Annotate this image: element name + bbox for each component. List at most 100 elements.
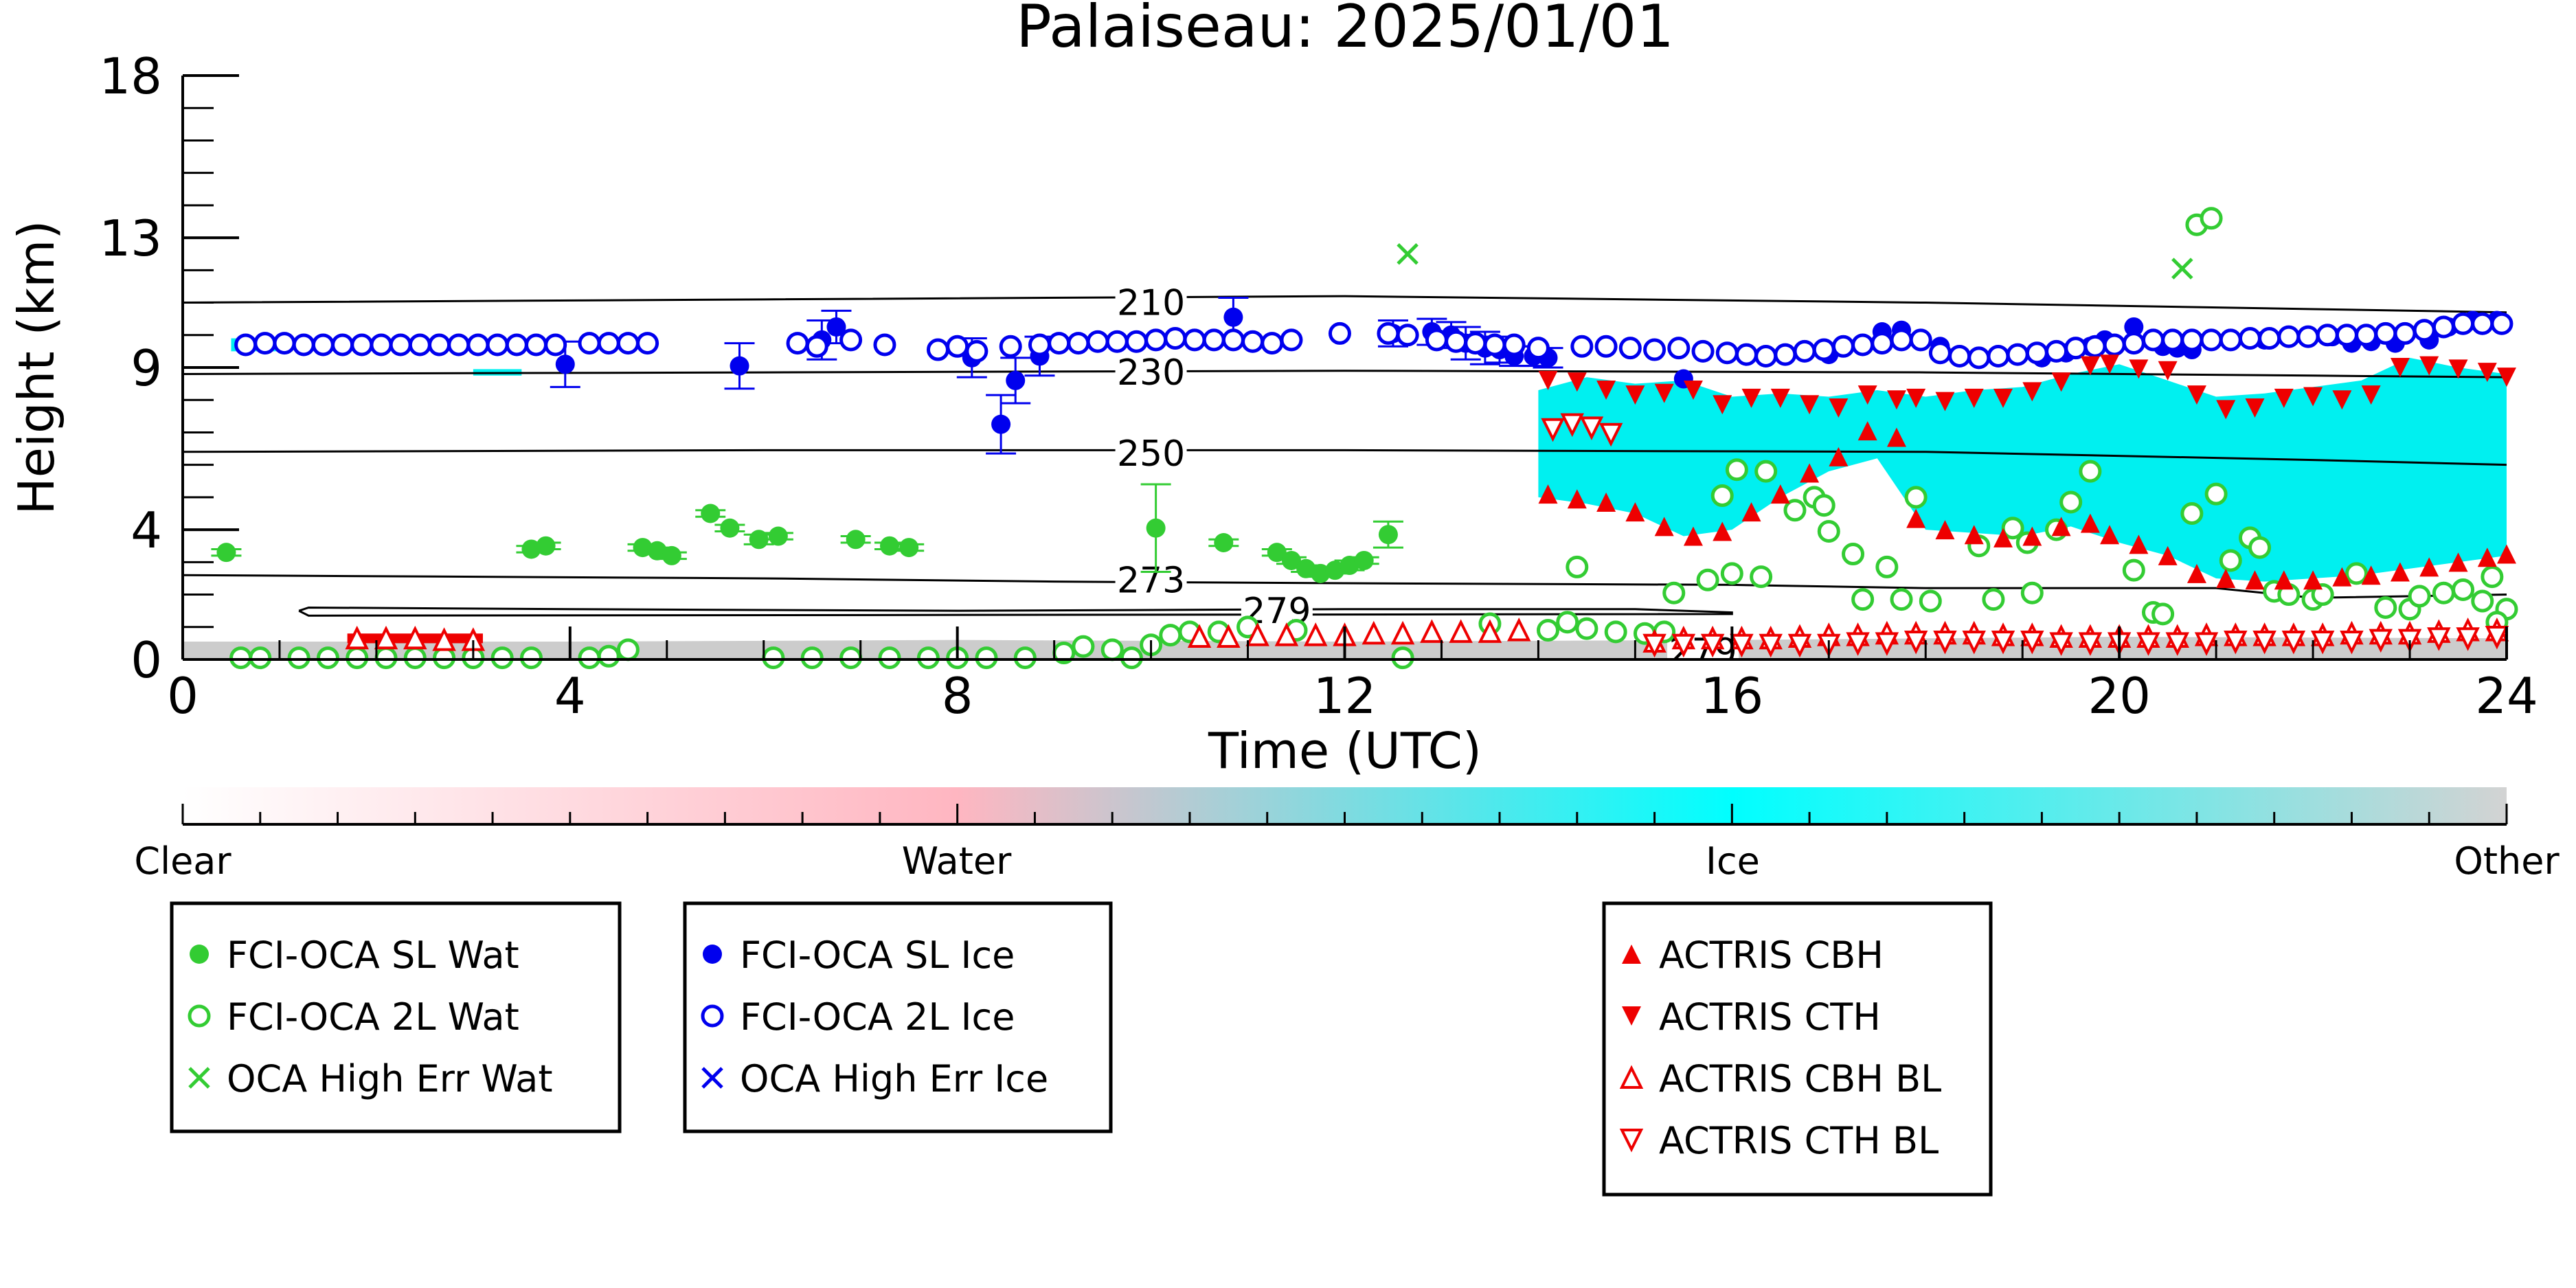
legend-marker-oca-high-err-ice bbox=[701, 1067, 723, 1089]
data-point bbox=[2171, 258, 2193, 280]
data-point bbox=[2245, 398, 2265, 418]
legend-box-2: FCI-OCA SL Ice FCI-OCA 2L Ice OCA High Err… bbox=[683, 901, 1113, 1133]
data-point bbox=[2303, 387, 2323, 407]
data-point bbox=[1183, 328, 1206, 352]
data-point bbox=[2497, 368, 2516, 387]
data-point bbox=[316, 646, 339, 670]
data-point bbox=[2274, 388, 2294, 408]
data-point bbox=[1159, 624, 1182, 647]
data-point bbox=[2296, 325, 2320, 348]
data-point bbox=[1691, 339, 1715, 363]
data-point bbox=[2477, 363, 2497, 383]
data-point bbox=[1890, 588, 1913, 611]
data-point bbox=[1683, 526, 1703, 546]
data-point bbox=[2303, 570, 2323, 590]
data-point bbox=[1086, 330, 1109, 353]
data-point bbox=[2477, 547, 2497, 567]
data-point bbox=[1935, 520, 1955, 540]
colorbar-label-clear: Clear bbox=[134, 839, 231, 883]
data-point bbox=[1241, 330, 1265, 353]
data-point bbox=[1671, 633, 1696, 658]
data-point bbox=[2369, 629, 2393, 653]
data-point bbox=[2051, 517, 2071, 536]
data-point bbox=[1851, 588, 1875, 611]
data-point bbox=[1598, 422, 1623, 447]
data-point bbox=[1048, 332, 1071, 355]
legend-marker-fci-oca-2l-ice bbox=[701, 1004, 724, 1028]
legend-box-1: FCI-OCA SL Wat FCI-OCA 2L Wat OCA High Err… bbox=[170, 901, 622, 1133]
data-point bbox=[1725, 458, 1748, 482]
data-point bbox=[1857, 421, 1877, 441]
contour-label-273: 273 bbox=[1117, 560, 1185, 601]
data-point bbox=[1483, 333, 1506, 357]
data-point bbox=[2448, 359, 2468, 379]
data-point bbox=[1800, 395, 1820, 415]
data-point bbox=[1146, 518, 1166, 538]
data-point bbox=[1072, 635, 1095, 658]
data-point bbox=[1871, 332, 1894, 355]
data-point bbox=[2413, 319, 2436, 342]
data-point bbox=[1654, 383, 1674, 403]
data-point bbox=[1933, 631, 1957, 655]
legend-label-oca-high-err-wat: OCA High Err Wat bbox=[227, 1057, 553, 1100]
data-point bbox=[1812, 494, 1835, 517]
contour-label-bg bbox=[1115, 436, 1187, 472]
data-point bbox=[1378, 525, 1398, 545]
data-point bbox=[2020, 581, 2044, 605]
data-point bbox=[1281, 550, 1301, 570]
data-point bbox=[2122, 332, 2145, 355]
data-point bbox=[2136, 632, 2160, 656]
data-point bbox=[1683, 381, 1703, 400]
data-point bbox=[2427, 627, 2451, 651]
data-point bbox=[1362, 620, 1386, 645]
data-point bbox=[2187, 385, 2206, 405]
data-point bbox=[1741, 502, 1761, 522]
data-point bbox=[2080, 356, 2100, 376]
data-point bbox=[839, 328, 863, 352]
data-point bbox=[616, 638, 640, 662]
data-point bbox=[2158, 545, 2178, 565]
data-point bbox=[1842, 543, 1865, 566]
data-point bbox=[521, 539, 541, 559]
legend-marker-fci-oca-2l-wat bbox=[188, 1004, 211, 1028]
data-point bbox=[2390, 358, 2410, 377]
data-point bbox=[2393, 321, 2417, 345]
data-point bbox=[839, 646, 863, 670]
data-point bbox=[873, 333, 896, 357]
data-point bbox=[490, 646, 514, 670]
data-point bbox=[432, 627, 456, 651]
data-point bbox=[1774, 343, 1797, 366]
legend-marker-fci-oca-sl-wat bbox=[190, 945, 209, 964]
data-point bbox=[2485, 625, 2509, 650]
data-point bbox=[331, 333, 354, 357]
data-point bbox=[1713, 521, 1732, 541]
data-point bbox=[899, 538, 919, 558]
data-point bbox=[2080, 513, 2100, 533]
y-tick-label: 18 bbox=[99, 47, 162, 105]
data-point bbox=[2277, 325, 2301, 348]
data-point bbox=[749, 530, 769, 550]
data-point bbox=[1570, 335, 1594, 358]
data-series bbox=[211, 207, 2518, 670]
data-point bbox=[2281, 631, 2306, 655]
data-point bbox=[2103, 333, 2126, 357]
legend-label-fci-oca-sl-wat: FCI-OCA SL Wat bbox=[227, 934, 519, 977]
data-point bbox=[1502, 333, 1526, 357]
data-point bbox=[1735, 343, 1758, 366]
data-point bbox=[287, 646, 310, 670]
data-point bbox=[1962, 631, 1986, 655]
data-point bbox=[519, 646, 543, 670]
data-point bbox=[2083, 335, 2107, 358]
data-point bbox=[1100, 638, 1124, 662]
contour-label-bg bbox=[1115, 562, 1187, 598]
data-point bbox=[2194, 632, 2219, 656]
data-point bbox=[2216, 400, 2236, 420]
data-point bbox=[1579, 416, 1604, 440]
y-axis-label: Height (km) bbox=[8, 221, 65, 515]
data-point bbox=[991, 414, 1011, 434]
legend-marker-oca-high-err-wat bbox=[188, 1067, 210, 1089]
data-point bbox=[916, 646, 940, 670]
contour-line-273-3 bbox=[183, 574, 2507, 599]
data-point bbox=[370, 333, 393, 357]
